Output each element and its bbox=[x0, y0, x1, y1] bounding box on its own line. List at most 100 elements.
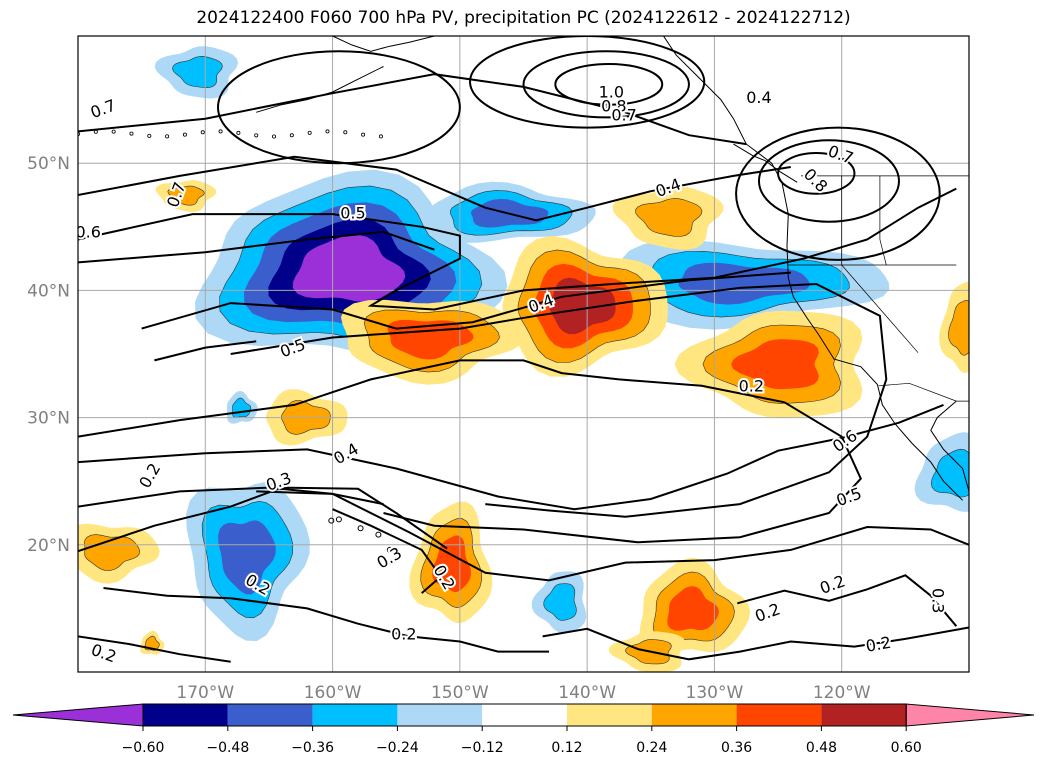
colorbar-segment bbox=[482, 704, 567, 726]
colorbar-segment bbox=[397, 704, 483, 726]
precip-shade-level bbox=[292, 234, 406, 302]
pv-contour-line bbox=[332, 508, 443, 594]
pv-contour-line bbox=[256, 490, 384, 506]
island-outline bbox=[254, 133, 259, 138]
pv-contour-line bbox=[78, 73, 747, 146]
contour-label: 0.6 bbox=[75, 223, 100, 242]
pv-contour-line bbox=[78, 486, 969, 582]
pv-contour-line bbox=[103, 587, 549, 653]
colorbar-tick-label: −0.36 bbox=[291, 740, 334, 756]
contour-label-layer: 0.71.00.80.70.40.70.80.70.60.50.40.40.50… bbox=[75, 81, 950, 669]
political-border bbox=[878, 382, 969, 402]
precip-anomaly-region bbox=[674, 310, 863, 418]
precip-shade-level bbox=[218, 520, 276, 595]
pv-contour-line bbox=[78, 187, 957, 311]
latitude-label: 50°N bbox=[27, 154, 70, 174]
island-outline bbox=[200, 130, 205, 135]
latitude-labels: 50°N 40°N 30°N 20°N bbox=[27, 154, 70, 556]
latitude-label: 30°N bbox=[27, 409, 70, 429]
precip-anomaly-region bbox=[914, 432, 969, 512]
pv-contour-loop bbox=[217, 50, 461, 165]
island-outline bbox=[272, 134, 277, 139]
colorbar-extend-high bbox=[905, 703, 1035, 727]
longitude-label: 170°W bbox=[176, 683, 234, 703]
contour-label: 0.2 bbox=[391, 625, 416, 644]
island-outline bbox=[361, 132, 366, 137]
island-outline bbox=[289, 133, 294, 138]
precip-anomaly-region bbox=[186, 482, 310, 642]
island-outline bbox=[129, 131, 134, 136]
pv-contour-line bbox=[78, 359, 862, 544]
longitude-label: 120°W bbox=[813, 683, 871, 703]
island-outline bbox=[335, 516, 342, 523]
colorbar-tick-label: −0.60 bbox=[122, 740, 165, 756]
precip-shade-level bbox=[667, 586, 719, 631]
pv-contour-layer bbox=[78, 36, 969, 663]
pv-contour-line bbox=[230, 282, 888, 518]
graticule bbox=[78, 36, 969, 672]
colorbar-segment bbox=[312, 704, 398, 726]
precip-anomaly-region bbox=[612, 186, 724, 250]
precip-shade-level bbox=[543, 583, 577, 621]
island-outline bbox=[165, 134, 170, 139]
island-outline bbox=[328, 517, 335, 524]
precip-shade-level bbox=[172, 55, 223, 89]
precip-anomaly-region bbox=[154, 46, 239, 99]
map-panel[interactable]: 0.71.00.80.70.40.70.80.70.60.50.40.40.50… bbox=[68, 36, 998, 672]
longitude-label: 130°W bbox=[686, 683, 744, 703]
pv-contour-loop bbox=[735, 126, 941, 261]
coastline-layer bbox=[78, 36, 969, 553]
political-border bbox=[879, 175, 887, 266]
latitude-label: 20°N bbox=[27, 536, 70, 556]
island-outline bbox=[386, 546, 393, 553]
colorbar-segment bbox=[821, 704, 907, 726]
pv-contour-line bbox=[78, 486, 448, 553]
pv-contour-line bbox=[141, 271, 791, 330]
island-outline bbox=[147, 133, 152, 138]
contour-label: 0.5 bbox=[340, 204, 365, 223]
island-outline bbox=[357, 525, 364, 532]
contour-label: 0.4 bbox=[746, 88, 771, 107]
island-outline bbox=[218, 129, 223, 134]
island-outline bbox=[307, 130, 312, 135]
precip-anomaly-region bbox=[140, 630, 165, 655]
precip-anomaly-region bbox=[531, 571, 587, 633]
colorbar-frame bbox=[142, 703, 907, 727]
precip-anomaly-region bbox=[608, 240, 890, 330]
pv-contour-loop bbox=[777, 152, 856, 195]
colorbar-segment bbox=[567, 704, 652, 726]
longitude-label: 140°W bbox=[558, 683, 616, 703]
pv-contour-line bbox=[78, 230, 435, 264]
coastline bbox=[663, 36, 963, 501]
colorbar-tick-label: 0.48 bbox=[806, 740, 837, 756]
colorbar: −0.60 −0.48 −0.36 −0.24 −0.12 0.12 0.24 0.36 0.4… bbox=[12, 703, 1035, 756]
pv-contour-line bbox=[78, 635, 231, 663]
longitude-label: 160°W bbox=[304, 683, 362, 703]
colorbar-tick-label: 0.60 bbox=[891, 740, 922, 756]
island-outline bbox=[236, 130, 241, 135]
colorbar-segment bbox=[143, 704, 228, 726]
contour-label: 0.3 bbox=[929, 588, 948, 613]
colorbar-segment bbox=[227, 704, 313, 726]
precip-shade-level bbox=[167, 185, 205, 206]
longitude-labels: 170°W 160°W 150°W 140°W 130°W 120°W bbox=[176, 683, 870, 703]
contour-label: 0.2 bbox=[739, 377, 764, 396]
pv-contour-line bbox=[737, 574, 958, 627]
island-outline bbox=[343, 130, 348, 135]
colorbar-tick-label: −0.24 bbox=[376, 740, 419, 756]
colorbar-tick-label: −0.48 bbox=[206, 740, 249, 756]
colorbar-extend-low bbox=[12, 703, 144, 727]
coastline bbox=[332, 36, 435, 52]
pv-contour-loop bbox=[469, 36, 706, 129]
pv-contour-line bbox=[542, 626, 969, 661]
pv-contour-loop bbox=[757, 139, 900, 223]
coastline bbox=[733, 143, 798, 183]
island-outline bbox=[378, 134, 383, 139]
longitude-label: 150°W bbox=[431, 683, 489, 703]
contour-label: 0.7 bbox=[611, 106, 636, 125]
map-title: 2024122400 F060 700 hPa PV, precipitatio… bbox=[196, 8, 851, 28]
contour-label: 1.0 bbox=[599, 83, 624, 102]
island-outline bbox=[375, 531, 382, 538]
latitude-label: 40°N bbox=[27, 281, 70, 301]
